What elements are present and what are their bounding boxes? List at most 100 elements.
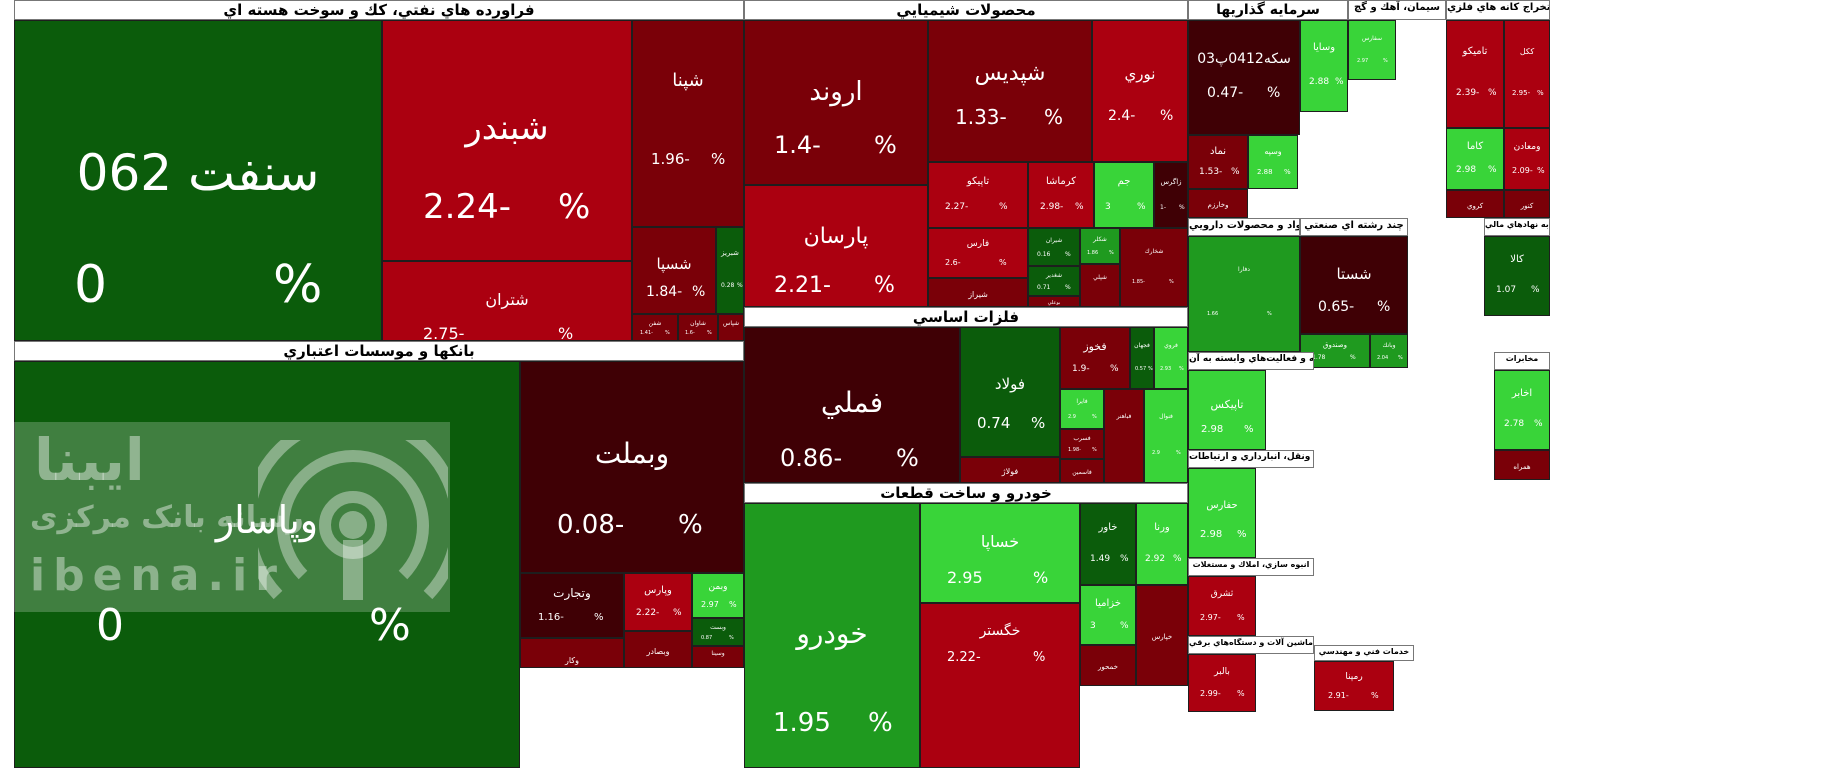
stock-cell[interactable]: فروي 2.93% [1154,327,1188,389]
stock-cell[interactable]: شغدير 0.71% [1028,266,1080,296]
stock-cell[interactable]: شپديس 1.33-% [928,20,1092,162]
stock-cell[interactable]: وپاسار 0% [14,361,520,768]
stock-cell[interactable]: وخارزم [1188,189,1248,218]
stock-cell[interactable]: تاپيكس 2.98% [1188,370,1266,450]
change-value: 0.65- [1318,299,1355,315]
stock-cell[interactable]: خپارس [1136,585,1188,686]
stock-cell[interactable]: فنوال 2.9% [1144,389,1188,483]
stock-cell[interactable]: وتجارت 1.16-% [520,573,624,638]
stock-cell[interactable]: خگستر 2.22-% [920,603,1080,768]
percent-sign: % [1398,355,1403,361]
stock-cell[interactable]: شسپا 1.84-% [632,227,716,314]
stock-cell[interactable]: وبانك 2.04% [1370,334,1408,368]
stock-cell[interactable]: بوعلي [1028,296,1080,307]
stock-cell[interactable]: فولاژ [960,457,1060,483]
stock-change: 1.96-% [633,150,743,170]
stock-cell[interactable]: ككل 2.95-% [1504,20,1550,128]
stock-cell[interactable]: پارسان 2.21-% [744,185,928,307]
stock-cell[interactable]: فملي 0.86-% [744,327,960,483]
stock-cell[interactable]: سفارس 2.97% [1348,20,1396,80]
stock-cell[interactable]: وبست 0.87% [692,618,744,646]
stock-cell[interactable]: رمپنا 2.91-% [1314,661,1394,711]
stock-cell[interactable]: ومعادن 2.09-% [1504,128,1550,190]
stock-cell[interactable]: خمحور [1080,645,1136,686]
percent-sign: % [665,330,670,336]
stock-cell[interactable]: وبصادر [624,631,692,668]
stock-cell[interactable]: شيراز [928,278,1028,307]
stock-cell[interactable]: اخابر 2.78% [1494,370,1550,450]
stock-cell[interactable]: شخارك 1.85-% [1120,228,1188,307]
stock-change: 1.6-% [679,330,717,337]
stock-cell[interactable]: كاما 2.98% [1446,128,1504,190]
stock-cell[interactable]: فسرب 1.98-% [1060,429,1104,459]
stock-cell[interactable]: حفارس 2.98% [1188,468,1256,558]
stock-change: 2.24-% [383,187,631,231]
stock-cell[interactable]: بالبر 2.99-% [1188,654,1256,712]
stock-cell[interactable]: شتران 2.75-% [382,261,632,341]
stock-name: كالا [1510,254,1524,265]
stock-cell[interactable]: شاوان 1.6-% [678,314,718,341]
stock-cell[interactable]: نماد 1.53-% [1188,135,1248,189]
stock-name: وپاسار [215,498,319,542]
stock-change: 0.28% [717,282,743,290]
stock-cell[interactable]: وسپه 2.88% [1248,135,1298,189]
stock-cell[interactable]: كرماشا 2.98-% [1028,162,1094,228]
stock-cell[interactable]: فخوز 1.9-% [1060,327,1130,389]
stock-cell[interactable]: نوري 2.4-% [1092,20,1188,162]
stock-cell[interactable]: دفارا 1.66% [1188,236,1300,352]
sector-title: حمل ونقل، انبارداري و ارتباطات [1188,450,1314,468]
stock-name: وبصادر [646,647,670,656]
stock-change: 1.53-% [1189,167,1247,179]
stock-name: وسايا [1312,42,1336,53]
stock-change: 2.09-% [1505,166,1549,176]
stock-cell[interactable]: خاور 1.49% [1080,503,1136,585]
stock-cell[interactable]: همراه [1494,450,1550,480]
sector-title: انبوه سازي، املاك و مستغلات [1188,558,1314,576]
stock-cell[interactable]: شستا 0.65-% [1300,236,1408,334]
stock-cell[interactable]: وپارس 2.22-% [624,573,692,631]
stock-cell[interactable]: ورنا 2.92% [1136,503,1188,585]
stock-cell[interactable]: جم 3% [1094,162,1154,228]
stock-cell[interactable]: زاگرس 1-% [1154,162,1188,228]
stock-cell[interactable]: وكار [520,638,624,668]
stock-cell[interactable]: شفن 1.41-% [632,314,678,341]
stock-change: 0.71% [1029,284,1079,292]
stock-cell[interactable]: وبمن 2.97% [692,573,744,618]
stock-cell[interactable]: تاپيكو 2.27-% [928,162,1028,228]
stock-cell[interactable]: شكلر 1.86% [1080,228,1120,264]
stock-cell[interactable]: ثشرق 2.97-% [1188,576,1256,636]
stock-cell[interactable]: كالا 1.07% [1484,236,1550,316]
stock-cell[interactable]: فايرا 2.9% [1060,389,1104,429]
percent-sign: % [558,187,591,227]
stock-name: شستا [1336,265,1372,283]
stock-cell[interactable]: خزاميا 3% [1080,585,1136,645]
percent-sign: % [874,273,895,298]
stock-cell[interactable]: فباهنر [1104,389,1144,483]
stock-cell[interactable]: شپلي [1080,264,1120,307]
stock-cell[interactable]: وسينا [692,646,744,668]
stock-cell[interactable]: شبندر 2.24-% [382,20,632,261]
stock-cell[interactable]: سنفت 062 0% [14,20,382,341]
stock-cell[interactable]: اروند 1.4-% [744,20,928,185]
stock-cell[interactable]: شپنا 1.96-% [632,20,744,227]
stock-cell[interactable]: فجهان 0.57% [1130,327,1154,389]
stock-cell[interactable]: سكه0412پ03 0.47-% [1188,20,1300,135]
stock-cell[interactable]: شپاس [718,314,744,341]
stock-cell[interactable]: فولاد 0.74% [960,327,1060,457]
stock-cell[interactable]: خودرو 1.95% [744,503,920,768]
change-value: 1.33- [955,105,1007,129]
stock-cell[interactable]: شبريز 0.28% [716,227,744,314]
stock-cell[interactable]: كنور [1504,190,1550,218]
stock-cell[interactable]: فارس 2.6-% [928,228,1028,278]
stock-cell[interactable]: تاميكو 2.39-% [1446,20,1504,128]
stock-cell[interactable]: فاسمين [1060,459,1104,483]
stock-cell[interactable]: خساپا 2.95% [920,503,1080,603]
change-value: 1.66 [1207,311,1219,317]
stock-change: 1.33-% [929,105,1091,131]
stock-cell[interactable]: وبملت 0.08-% [520,361,744,573]
stock-name: وبملت [594,437,670,470]
stock-cell[interactable]: كروي [1446,190,1504,218]
stock-cell[interactable]: وسايا 2.88% [1300,20,1348,112]
stock-cell[interactable]: شيران 0.16% [1028,228,1080,266]
percent-sign: % [1044,105,1064,129]
